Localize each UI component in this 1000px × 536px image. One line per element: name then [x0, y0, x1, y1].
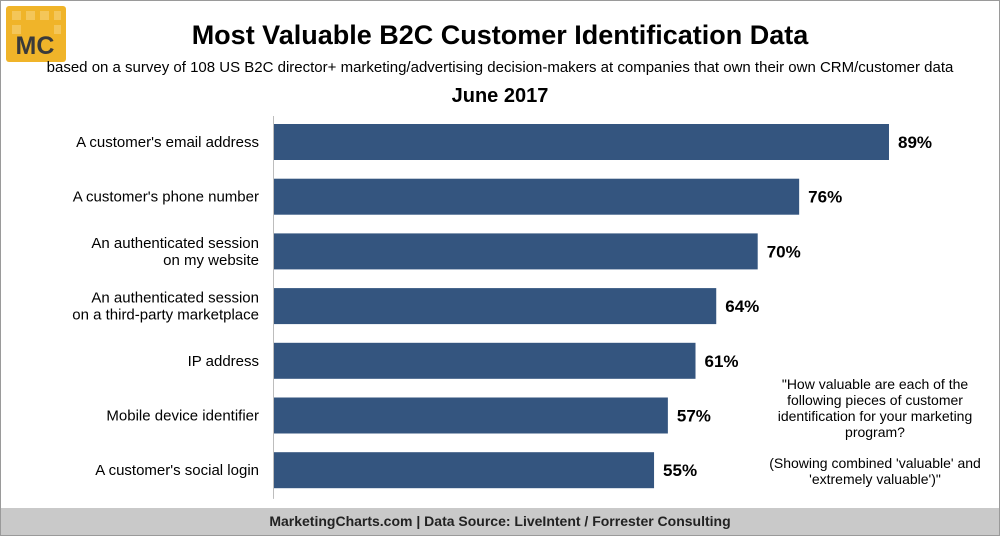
bar [274, 233, 758, 270]
survey-question-note: "How valuable are each of the following … [760, 376, 990, 487]
category-label: A customer's social login [95, 462, 259, 479]
category-label: A customer's phone number [73, 189, 259, 206]
bar-value-label: 70% [767, 242, 801, 261]
chart-subtitle: based on a survey of 108 US B2C director… [46, 59, 954, 76]
bar [274, 124, 889, 160]
category-label: IP address [188, 353, 259, 370]
bar [274, 178, 800, 215]
bar-value-label: 89% [898, 133, 932, 152]
bar-value-label: 57% [677, 407, 711, 426]
source-footer: MarketingCharts.com | Data Source: LiveI… [1, 508, 999, 535]
survey-question-text: "How valuable are each of the following … [777, 376, 973, 440]
marketingcharts-logo: MC [6, 6, 66, 62]
bar-value-label: 64% [725, 297, 759, 316]
bar [274, 452, 655, 489]
survey-clarification-text: (Showing combined 'valuable' and 'extrem… [769, 455, 981, 487]
chart-title: Most Valuable B2C Customer Identificatio… [191, 20, 809, 50]
bar-value-label: 55% [663, 461, 697, 480]
category-label: An authenticated session on my website [91, 235, 259, 269]
category-label: Mobile device identifier [106, 408, 259, 425]
category-label: An authenticated session on a third-party… [72, 290, 259, 324]
category-label: A customer's email address [76, 134, 259, 151]
bar-value-label: 76% [808, 188, 842, 207]
bar-value-label: 61% [705, 352, 739, 371]
bar [274, 397, 668, 434]
chart-date: June 2017 [451, 85, 549, 107]
bar [274, 288, 717, 325]
bar [274, 342, 696, 379]
svg-text:MC: MC [16, 32, 55, 60]
